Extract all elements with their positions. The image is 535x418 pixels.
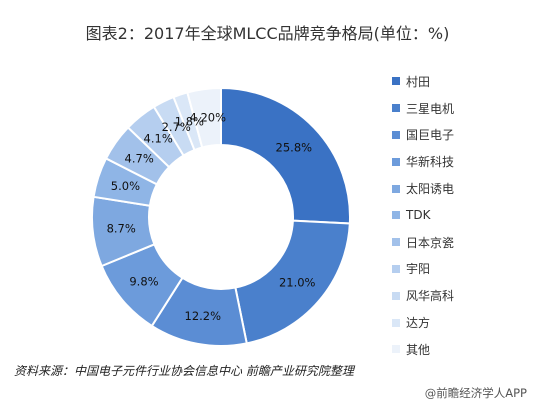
legend-item-3: 华新科技 <box>392 148 454 175</box>
legend-item-8: 风华高科 <box>392 282 454 309</box>
donut-slice-0 <box>220 86 351 225</box>
legend-swatch <box>392 130 400 139</box>
slice-label-8: 2.7% <box>162 120 191 134</box>
slice-label-9: 1.8% <box>175 115 204 129</box>
legend-swatch <box>392 77 400 86</box>
legend-swatch <box>392 157 400 166</box>
credit-note: @前瞻经济学人APP <box>424 386 527 400</box>
legend-label: 宇阳 <box>406 262 431 277</box>
legend-item-0: 村田 <box>392 68 454 95</box>
legend-item-7: 宇阳 <box>392 256 454 283</box>
legend-label: 达方 <box>406 316 431 331</box>
legend-label: 三星电机 <box>406 101 455 116</box>
legend-swatch <box>392 345 400 354</box>
legend-label: 其他 <box>406 342 431 357</box>
legend-swatch <box>392 238 400 247</box>
legend-label: 国巨电子 <box>406 128 455 143</box>
legend-item-2: 国巨电子 <box>392 122 454 149</box>
slice-label-5: 5.0% <box>111 179 140 193</box>
slice-label-4: 8.7% <box>107 222 136 236</box>
slice-label-3: 9.8% <box>129 275 158 289</box>
legend-swatch <box>392 211 400 220</box>
slice-label-6: 4.7% <box>125 152 154 166</box>
legend-item-1: 三星电机 <box>392 95 454 122</box>
slice-label-1: 21.0% <box>279 276 316 290</box>
legend-label: 太阳诱电 <box>406 182 455 197</box>
legend-label: 日本京瓷 <box>406 235 455 250</box>
chart-legend: 村田三星电机国巨电子华新科技太阳诱电 TDK 日本京瓷宇阳风华高科达方其他 <box>392 68 454 363</box>
legend-swatch <box>392 318 400 327</box>
source-note: 资料来源：中国电子元件行业协会信息中心 前瞻产业研究院整理 <box>14 364 354 378</box>
legend-swatch <box>392 104 400 113</box>
slice-label-2: 12.2% <box>185 309 222 323</box>
slice-label-0: 25.8% <box>276 141 313 155</box>
legend-item-4: 太阳诱电 <box>392 175 454 202</box>
chart-title: 图表2：2017年全球MLCC品牌竞争格局(单位：%) <box>85 24 450 43</box>
legend-swatch <box>392 264 400 273</box>
slice-label-10: 4.20% <box>190 110 227 124</box>
legend-item-5: TDK <box>392 202 454 229</box>
legend-item-9: 达方 <box>392 309 454 336</box>
slice-label-7: 4.1% <box>144 132 173 146</box>
legend-label: 华新科技 <box>406 155 455 170</box>
legend-label: TDK <box>406 208 431 223</box>
legend-label: 风华高科 <box>406 289 455 304</box>
legend-swatch <box>392 184 400 193</box>
legend-item-6: 日本京瓷 <box>392 229 454 256</box>
donut-slice-10 <box>186 86 222 149</box>
legend-item-10: 其他 <box>392 336 454 363</box>
legend-swatch <box>392 291 400 300</box>
donut-slice-labels: 25.8% 21.0% 12.2% 9.8% 8.7% 5.0% 4.7% 4.1%2.7%1… <box>107 110 316 322</box>
donut-slices <box>91 86 351 347</box>
legend-label: 村田 <box>406 74 431 89</box>
